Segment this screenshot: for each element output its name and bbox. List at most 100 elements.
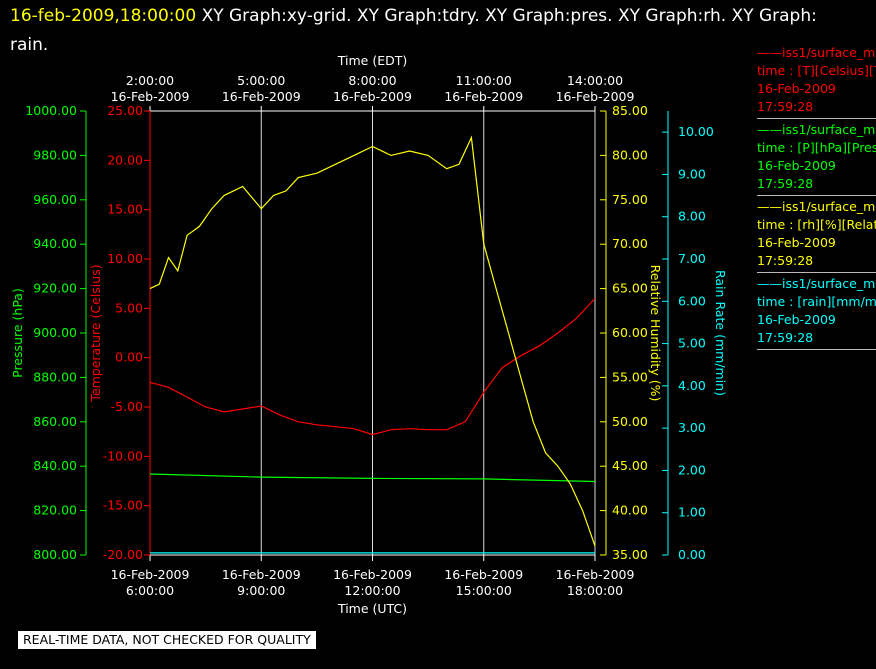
temperature-tick-label: -15.00 — [103, 498, 143, 513]
x-top-tick-date: 16-Feb-2009 — [222, 89, 301, 104]
legend-series-variable: time : [rain][mm/min — [757, 294, 876, 309]
pressure-tick-label: 800.00 — [33, 547, 77, 562]
x-top-tick-date: 16-Feb-2009 — [556, 89, 635, 104]
legend-series-variable: time : [T][Celsius][T — [757, 63, 876, 78]
rain-tick-label: 2.00 — [678, 462, 706, 477]
pressure-axis-title: Pressure (hPa) — [10, 288, 25, 378]
pressure-tick-label: 860.00 — [33, 414, 77, 429]
legend-entry: ——iss1/surface_mettime : [rh][%][Relati 1… — [757, 198, 876, 273]
legend-series-name: iss1/surface_met — [782, 45, 876, 60]
temperature-tick-label: 15.00 — [107, 202, 143, 217]
x-top-tick-time: 8:00:00 — [348, 73, 396, 88]
temperature-tick-label: -20.00 — [103, 547, 143, 562]
x-top-title: Time (EDT) — [337, 53, 407, 68]
x-top-tick-date: 16-Feb-2009 — [111, 89, 190, 104]
legend-series-variable: time : [P][hPa][Pres — [757, 140, 876, 155]
legend-date: 16-Feb-2009 — [757, 235, 836, 250]
pressure-series-line — [149, 473, 596, 483]
rain-tick-label: 4.00 — [678, 378, 706, 393]
temperature-tick-label: -10.00 — [103, 448, 143, 463]
legend-line-swatch: —— — [757, 122, 782, 137]
temperature-series-line — [149, 298, 596, 436]
pressure-tick-label: 940.00 — [33, 236, 77, 251]
humidity-tick-label: 65.00 — [612, 281, 648, 296]
legend-time: 17:59:28 — [757, 330, 814, 345]
x-bottom-tick-time: 12:00:00 — [344, 583, 400, 598]
temperature-tick-label: 5.00 — [115, 300, 143, 315]
x-bottom-tick-time: 15:00:00 — [456, 583, 512, 598]
graph-header: 16-feb-2009,18:00:00 XY Graph:xy-grid. X… — [10, 2, 850, 60]
rain-tick-label: 6.00 — [678, 293, 706, 308]
x-bottom-tick-time: 9:00:00 — [237, 583, 285, 598]
rain-tick-label: 9.00 — [678, 166, 706, 181]
rain-axis-title: Rain Rate (mm/min) — [713, 270, 728, 396]
humidity-tick-label: 85.00 — [612, 103, 648, 118]
x-bottom-tick-time: 18:00:00 — [567, 583, 623, 598]
pressure-tick-label: 840.00 — [33, 458, 77, 473]
temperature-tick-label: 20.00 — [107, 152, 143, 167]
humidity-tick-label: 50.00 — [612, 414, 648, 429]
legend-series-name: iss1/surface_met — [782, 199, 876, 214]
pressure-tick-label: 820.00 — [33, 503, 77, 518]
humidity-tick-label: 60.00 — [612, 325, 648, 340]
humidity-tick-label: 75.00 — [612, 192, 648, 207]
rain-tick-label: 10.00 — [678, 124, 714, 139]
rain-tick-label: 7.00 — [678, 251, 706, 266]
pressure-tick-label: 980.00 — [33, 147, 77, 162]
temperature-axis-title: Temperature (Celsius) — [88, 264, 103, 402]
x-top-tick-time: 11:00:00 — [456, 73, 512, 88]
legend: ——iss1/surface_mettime : [T][Celsius][T1… — [757, 44, 876, 352]
x-top-tick-date: 16-Feb-2009 — [333, 89, 412, 104]
humidity-tick-label: 35.00 — [612, 547, 648, 562]
humidity-series-line — [149, 135, 596, 547]
timestamp: 16-feb-2009,18:00:00 — [10, 6, 197, 26]
rain-tick-label: 3.00 — [678, 420, 706, 435]
humidity-axis-title: Relative Humidity (%) — [648, 265, 663, 402]
legend-series-variable: time : [rh][%][Relati — [757, 217, 876, 232]
x-bottom-title: Time (UTC) — [337, 601, 407, 616]
humidity-tick-label: 70.00 — [612, 236, 648, 251]
humidity-tick-label: 55.00 — [612, 369, 648, 384]
temperature-tick-label: 0.00 — [115, 350, 143, 365]
x-top-tick-time: 5:00:00 — [237, 73, 285, 88]
legend-time: 17:59:28 — [757, 176, 814, 191]
rain-tick-label: 1.00 — [678, 505, 706, 520]
x-bottom-tick-date: 16-Feb-2009 — [333, 567, 412, 582]
legend-date: 16-Feb-2009 — [757, 158, 836, 173]
pressure-tick-label: 880.00 — [33, 369, 77, 384]
pressure-tick-label: 1000.00 — [25, 103, 77, 118]
temperature-tick-label: -5.00 — [111, 399, 143, 414]
legend-series-name: iss1/surface_met — [782, 276, 876, 291]
humidity-tick-label: 45.00 — [612, 458, 648, 473]
rain-tick-label: 5.00 — [678, 336, 706, 351]
humidity-tick-label: 40.00 — [612, 503, 648, 518]
temperature-tick-label: 25.00 — [107, 103, 143, 118]
rain-tick-label: 8.00 — [678, 209, 706, 224]
temperature-tick-label: 10.00 — [107, 251, 143, 266]
legend-entry: ——iss1/surface_mettime : [rain][mm/min 16… — [757, 275, 876, 350]
x-bottom-tick-date: 16-Feb-2009 — [222, 567, 301, 582]
x-bottom-tick-date: 16-Feb-2009 — [556, 567, 635, 582]
x-top-tick-time: 14:00:00 — [567, 73, 623, 88]
legend-time: 17:59:28 — [757, 99, 814, 114]
pressure-tick-label: 960.00 — [33, 192, 77, 207]
x-top-tick-time: 2:00:00 — [126, 73, 174, 88]
humidity-tick-label: 80.00 — [612, 147, 648, 162]
graph-titles: XY Graph:xy-grid. XY Graph:tdry. XY Grap… — [10, 6, 817, 55]
pressure-tick-label: 920.00 — [33, 281, 77, 296]
legend-entry: ——iss1/surface_mettime : [P][hPa][Pres 16… — [757, 121, 876, 196]
legend-time: 17:59:28 — [757, 253, 814, 268]
legend-series-name: iss1/surface_met — [782, 122, 876, 137]
legend-line-swatch: —— — [757, 199, 782, 214]
x-top-tick-date: 16-Feb-2009 — [444, 89, 523, 104]
x-bottom-tick-time: 6:00:00 — [126, 583, 174, 598]
legend-date: 16-Feb-2009 — [757, 312, 836, 327]
x-bottom-tick-date: 16-Feb-2009 — [111, 567, 190, 582]
pressure-tick-label: 900.00 — [33, 325, 77, 340]
legend-date: 16-Feb-2009 — [757, 81, 836, 96]
rain-tick-label: 0.00 — [678, 547, 706, 562]
quality-disclaimer: REAL-TIME DATA, NOT CHECKED FOR QUALITY — [18, 631, 316, 649]
legend-line-swatch: —— — [757, 45, 782, 60]
legend-line-swatch: —— — [757, 276, 782, 291]
